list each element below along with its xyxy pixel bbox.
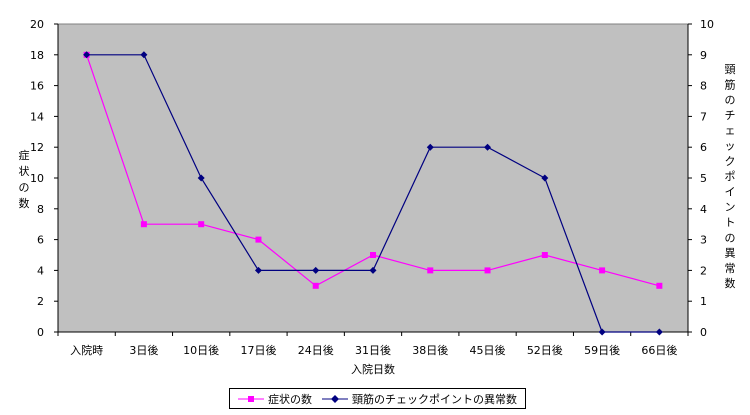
right-tick-label: 10: [700, 18, 714, 31]
y2-axis-label: 頸筋のチェックポイントの異常数: [725, 63, 736, 290]
left-tick-label: 14: [30, 110, 44, 123]
plot-area: [57, 23, 689, 333]
left-tick-label: 0: [37, 326, 44, 339]
series-1-point: [198, 221, 205, 228]
series-1-point: [427, 267, 434, 274]
series-layer: [83, 51, 663, 336]
right-tick-label: 0: [700, 326, 707, 339]
x-axis-label: 入院日数: [351, 362, 395, 376]
left-tick-label: 2: [37, 295, 44, 308]
right-tick-label: 9: [700, 49, 707, 62]
series-1-point: [312, 282, 319, 289]
right-tick-label: 4: [700, 203, 707, 216]
series-2-point: [541, 174, 549, 182]
x-tick-label: 入院時: [70, 343, 103, 357]
left-tick-label: 10: [30, 172, 44, 185]
x-tick-label: 31日後: [355, 343, 391, 357]
series-1-point: [140, 221, 147, 228]
series-1-point: [370, 252, 376, 258]
left-y-axis: 0 2 4 6 8 10 12 14 16 18 20: [30, 18, 59, 339]
left-tick-label: 20: [30, 18, 44, 31]
series-2-point: [426, 143, 434, 151]
x-tick-label: 3日後: [129, 343, 158, 357]
series-1-point: [656, 282, 663, 289]
right-tick-label: 5: [700, 172, 707, 185]
legend-label-neck: 頸筋のチェックポイントの異常数: [352, 392, 517, 406]
right-tick-label: 3: [700, 234, 707, 247]
series-2-point: [140, 51, 148, 59]
series-2-point: [83, 51, 91, 59]
left-tick-label: 6: [37, 234, 44, 247]
y-axis-label: 症状の数: [19, 148, 30, 210]
series-2-point: [369, 266, 377, 274]
series-1-point: [541, 252, 548, 258]
left-tick-label: 18: [30, 49, 44, 62]
series-2-point: [312, 266, 320, 274]
x-tick-label: 10日後: [183, 343, 219, 357]
right-tick-label: 8: [700, 80, 707, 93]
series-1-point: [255, 236, 262, 243]
right-tick-label: 2: [700, 264, 707, 277]
left-tick-label: 12: [30, 141, 44, 154]
legend-item-symptoms: 症状の数: [238, 391, 312, 407]
x-tick-label: 38日後: [412, 343, 448, 357]
x-tick-label: 17日後: [240, 343, 276, 357]
series-2-point: [655, 328, 663, 336]
left-tick-label: 4: [37, 264, 44, 277]
legend: 症状の数 頸筋のチェックポイントの異常数: [229, 388, 526, 409]
right-y-axis: 0 1 2 3 4 5 6 7 8 9 10: [687, 18, 714, 339]
left-tick-label: 8: [37, 203, 44, 216]
x-tick-label: 24日後: [298, 343, 334, 357]
x-tick-label: 59日後: [584, 343, 620, 357]
series-1-point: [484, 267, 491, 274]
legend-swatch-neck: [322, 394, 348, 403]
right-tick-label: 6: [700, 141, 707, 154]
series-2-point: [598, 328, 606, 336]
series-1-point: [599, 267, 606, 274]
series-2-point: [254, 266, 262, 274]
left-tick-label: 16: [30, 80, 44, 93]
series-2-point: [197, 174, 205, 182]
right-tick-label: 1: [700, 295, 707, 308]
legend-item-neck: 頸筋のチェックポイントの異常数: [322, 391, 517, 407]
x-tick-label: 45日後: [470, 343, 506, 357]
series-2-point: [484, 143, 492, 151]
right-tick-label: 7: [700, 110, 707, 123]
legend-label-symptoms: 症状の数: [268, 392, 312, 406]
legend-swatch-symptoms: [238, 395, 264, 402]
x-axis: 入院時 3日後 10日後 17日後 24日後 31日後 38日後 45日後 52日後 59日後 66…: [57, 331, 689, 357]
x-tick-label: 66日後: [641, 343, 677, 357]
x-tick-label: 52日後: [527, 343, 563, 357]
